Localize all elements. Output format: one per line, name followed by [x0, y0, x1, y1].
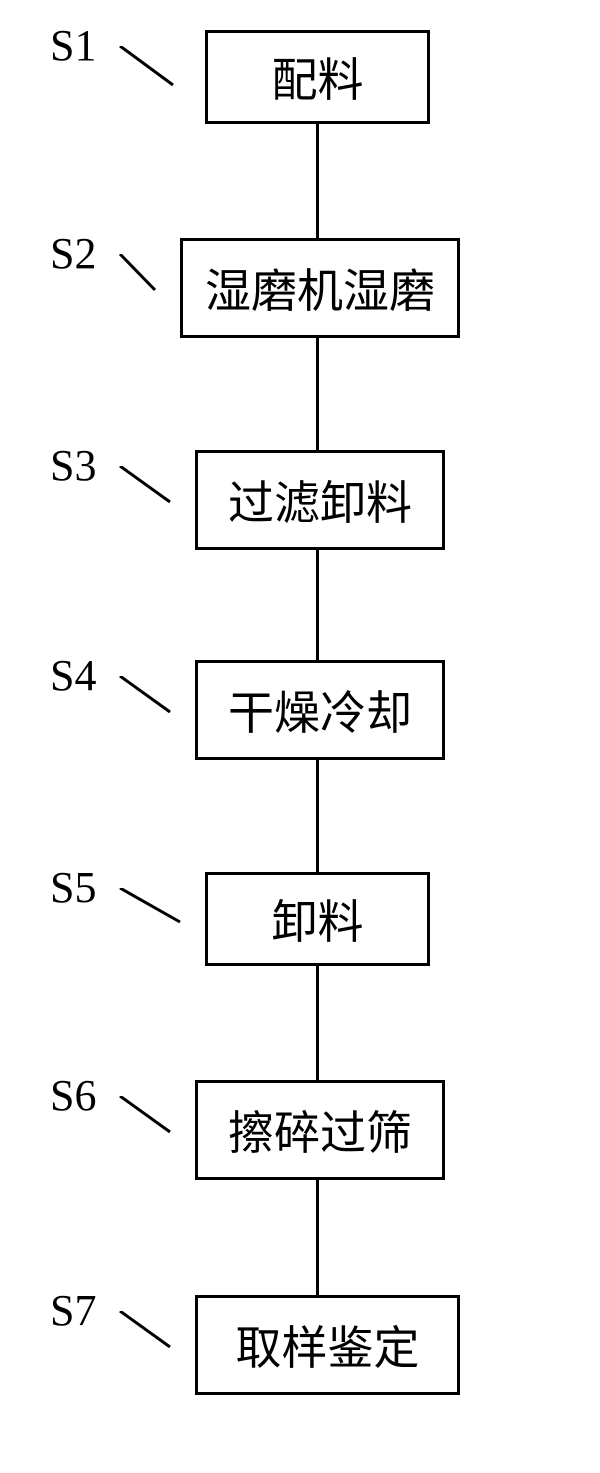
node-s3: 过滤卸料 [195, 450, 445, 550]
step-label-s7: S7 [50, 1285, 96, 1336]
step-label-s3: S3 [50, 440, 96, 491]
step-label-s6: S6 [50, 1070, 96, 1121]
step-label-s2: S2 [50, 228, 96, 279]
node-text-s5: 卸料 [272, 886, 364, 952]
node-s6: 擦碎过筛 [195, 1080, 445, 1180]
node-text-s4: 干燥冷却 [228, 677, 412, 743]
tick-s5 [112, 888, 212, 948]
node-s4: 干燥冷却 [195, 660, 445, 760]
node-s7: 取样鉴定 [195, 1295, 460, 1395]
edge-s3-s4 [316, 550, 319, 660]
node-text-s1: 配料 [272, 44, 364, 110]
step-label-s5: S5 [50, 862, 96, 913]
node-text-s6: 擦碎过筛 [228, 1097, 412, 1163]
flowchart-canvas: S1 配料 S2 湿磨机湿磨 S3 过滤卸料 S4 干燥冷却 S5 卸料 S6 … [0, 0, 600, 1473]
node-s5: 卸料 [205, 872, 430, 966]
edge-s2-s3 [316, 338, 319, 450]
edge-s5-s6 [316, 966, 319, 1080]
node-s2: 湿磨机湿磨 [180, 238, 460, 338]
node-s1: 配料 [205, 30, 430, 124]
edge-s6-s7 [316, 1180, 319, 1295]
step-label-s1: S1 [50, 20, 96, 71]
edge-s4-s5 [316, 760, 319, 872]
edge-s1-s2 [316, 124, 319, 238]
tick-s1 [112, 46, 212, 106]
node-text-s2: 湿磨机湿磨 [205, 255, 435, 321]
node-text-s7: 取样鉴定 [236, 1312, 420, 1378]
node-text-s3: 过滤卸料 [228, 467, 412, 533]
step-label-s4: S4 [50, 650, 96, 701]
